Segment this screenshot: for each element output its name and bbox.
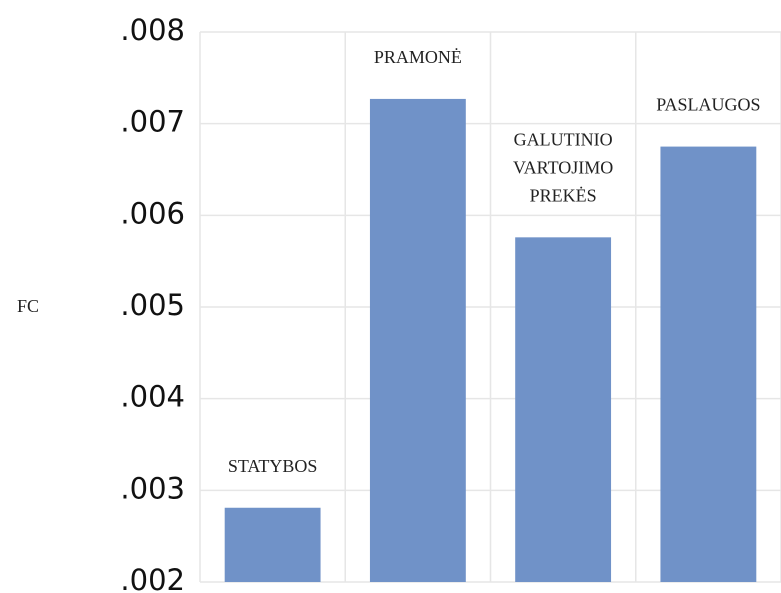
bar [369,98,466,583]
category-label: STATYBOS [228,456,318,476]
y-tick-label: .004 [120,380,185,414]
y-tick-label: .005 [120,288,185,322]
category-label: PASLAUGOS [656,95,760,115]
bar [224,507,321,582]
y-tick-label: .007 [120,105,185,139]
y-tick-label: .002 [120,563,185,593]
y-tick-label: .008 [120,13,185,47]
category-label: PRAMONĖ [374,47,462,67]
y-tick-label: .006 [120,196,185,230]
bar [660,146,757,583]
bar [515,237,612,583]
category-label: GALUTINIO VARTOJIMO PREKĖS [513,129,613,205]
y-axis-label: FC [17,296,39,316]
y-tick-label: .003 [120,471,185,505]
